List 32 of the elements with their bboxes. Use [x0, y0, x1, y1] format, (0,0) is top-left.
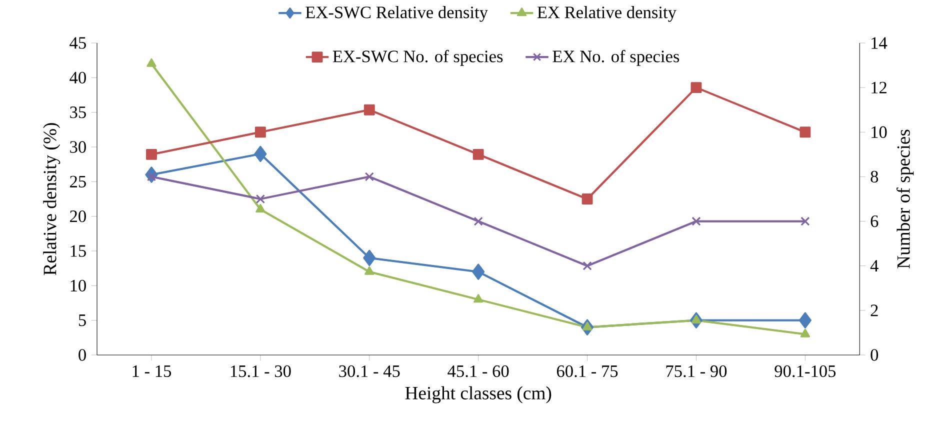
- x-tick-label: 45.1 - 60: [448, 365, 509, 378]
- legend-label: EX No. of species: [552, 50, 680, 66]
- y-tick-label: 15: [70, 245, 86, 257]
- y2-tick-label: 0: [870, 349, 878, 361]
- y2-tick-label: 10: [872, 126, 887, 138]
- legend-label: EX-SWC Relative density: [306, 6, 488, 22]
- legend-label: EX-SWC No. of species: [332, 50, 503, 66]
- y2-tick-label: 12: [872, 82, 886, 94]
- x-axis-title: Height classes (cm): [405, 386, 552, 404]
- y-tick-label: 25: [70, 176, 86, 188]
- x-tick-label: 90.1-105: [774, 365, 836, 378]
- y2-tick-label: 4: [870, 260, 878, 272]
- y2-tick-label: 6: [870, 215, 878, 228]
- y-tick-label: 10: [70, 280, 86, 292]
- x-tick-label: 75.1 - 90: [666, 365, 727, 378]
- y2-tick-label: 2: [870, 304, 878, 316]
- x-tick-label: 60.1 - 75: [556, 365, 618, 378]
- y-axis-title: Relative density (%): [43, 123, 60, 276]
- y-tick-label: 30: [70, 141, 86, 153]
- y-tick-label: 35: [70, 106, 86, 118]
- y2-tick-label: 14: [872, 37, 888, 49]
- legend-label: EX Relative density: [537, 6, 676, 22]
- y-tick-label: 0: [78, 349, 86, 361]
- y-tick-label: 20: [70, 210, 86, 222]
- y-tick-label: 40: [70, 72, 86, 84]
- y2-tick-label: 8: [870, 170, 878, 183]
- x-tick-label: 15.1 - 30: [230, 365, 291, 378]
- y-tick-label: 45: [70, 37, 86, 49]
- y-tick-label: 5: [78, 314, 86, 326]
- x-tick-label: 1 - 15: [132, 365, 172, 377]
- x-tick-label: 30.1 - 45: [339, 365, 400, 378]
- y2-axis-title: Number of species: [896, 130, 914, 268]
